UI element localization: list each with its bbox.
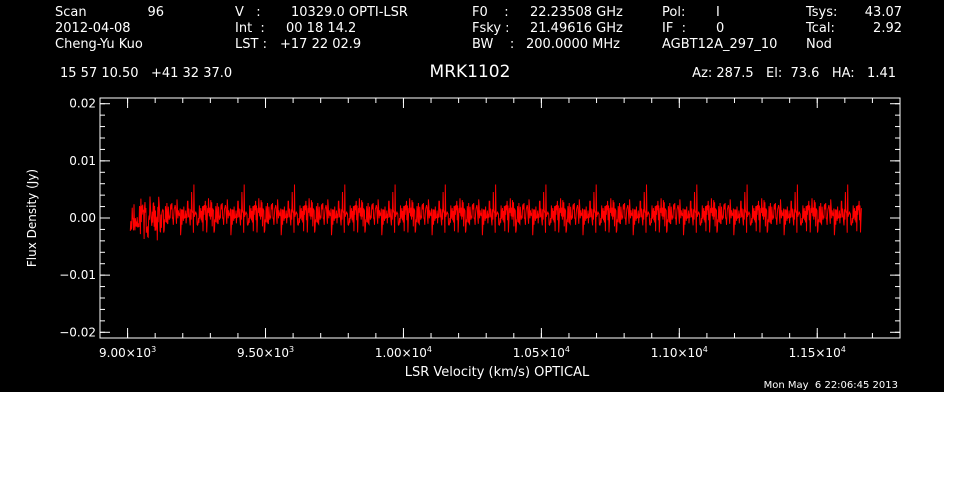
x-tick-label: 9.00×103 [99, 345, 156, 360]
spectrum-series-line [129, 184, 862, 241]
scan-value: 96 [147, 5, 164, 20]
x-tick-label: 1.05×104 [513, 345, 570, 360]
fsky-label: Fsky : [472, 21, 510, 36]
x-tick-label: 1.00×104 [375, 345, 432, 360]
y-axis-label: Flux Density (Jy) [25, 169, 39, 267]
x-axis-label: LSR Velocity (km/s) OPTICAL [405, 365, 590, 380]
f0-value: 22.23508 GHz [530, 5, 623, 20]
tcal-label: Tcal: [806, 21, 835, 36]
observer-name: Cheng-Yu Kuo [55, 37, 143, 52]
y-axis: 0.02 0.01 0.00 −0.01 −0.02 [59, 97, 900, 339]
f0-label: F0 : [472, 5, 509, 20]
velocity-label: V : [235, 5, 261, 20]
y-tick-label: 0.00 [69, 211, 96, 225]
timestamp: Mon May 6 22:06:45 2013 [763, 380, 898, 391]
y-tick-label: −0.02 [59, 325, 96, 339]
lst-label: LST : [235, 37, 267, 52]
project-id: AGBT12A_297_10 [662, 37, 778, 52]
tsys-value: 43.07 [864, 5, 902, 20]
y-tick-label: 0.01 [69, 154, 96, 168]
if-label: IF : [662, 21, 686, 36]
polarization-value: I [716, 5, 720, 20]
x-tick-label: 1.10×104 [651, 345, 708, 360]
source-coordinates: 15 57 10.50 +41 32 37.0 [60, 66, 233, 81]
fsky-value: 21.49616 GHz [530, 21, 623, 36]
observation-date: 2012-04-08 [55, 21, 131, 36]
x-tick-label: 9.50×103 [237, 345, 294, 360]
y-tick-label: 0.02 [69, 97, 96, 111]
source-name: MRK1102 [429, 62, 511, 82]
tsys-label: Tsys: [806, 5, 838, 20]
scan-label: Scan [55, 5, 87, 20]
lst-value: +17 22 02.9 [280, 37, 362, 52]
x-axis: 9.00×103 9.50×103 1.00×104 1.05×104 1.10×104… [99, 98, 901, 360]
plot-window: Scan 96 2012-04-08 Cheng-Yu Kuo V : 1032… [0, 0, 944, 392]
integration-label: Int : [235, 21, 265, 36]
x-tick-label: 1.15×104 [789, 345, 846, 360]
spectrum-plot: 0.02 0.01 0.00 −0.01 −0.02 9.00×103 9.50×103 1… [25, 97, 901, 380]
bandwidth-value: 200.0000 MHz [526, 37, 620, 52]
velocity-value: 10329.0 OPTI-LSR [291, 5, 408, 20]
polarization-label: Pol: [662, 5, 686, 20]
if-value: 0 [716, 21, 725, 36]
observing-mode: Nod [806, 37, 832, 52]
pointing-info: Az: 287.5 El: 73.6 HA: 1.41 [692, 66, 896, 81]
integration-value: 00 18 14.2 [286, 21, 357, 36]
tcal-value: 2.92 [873, 21, 902, 36]
y-tick-label: −0.01 [59, 268, 96, 282]
bandwidth-label: BW : [472, 37, 515, 52]
